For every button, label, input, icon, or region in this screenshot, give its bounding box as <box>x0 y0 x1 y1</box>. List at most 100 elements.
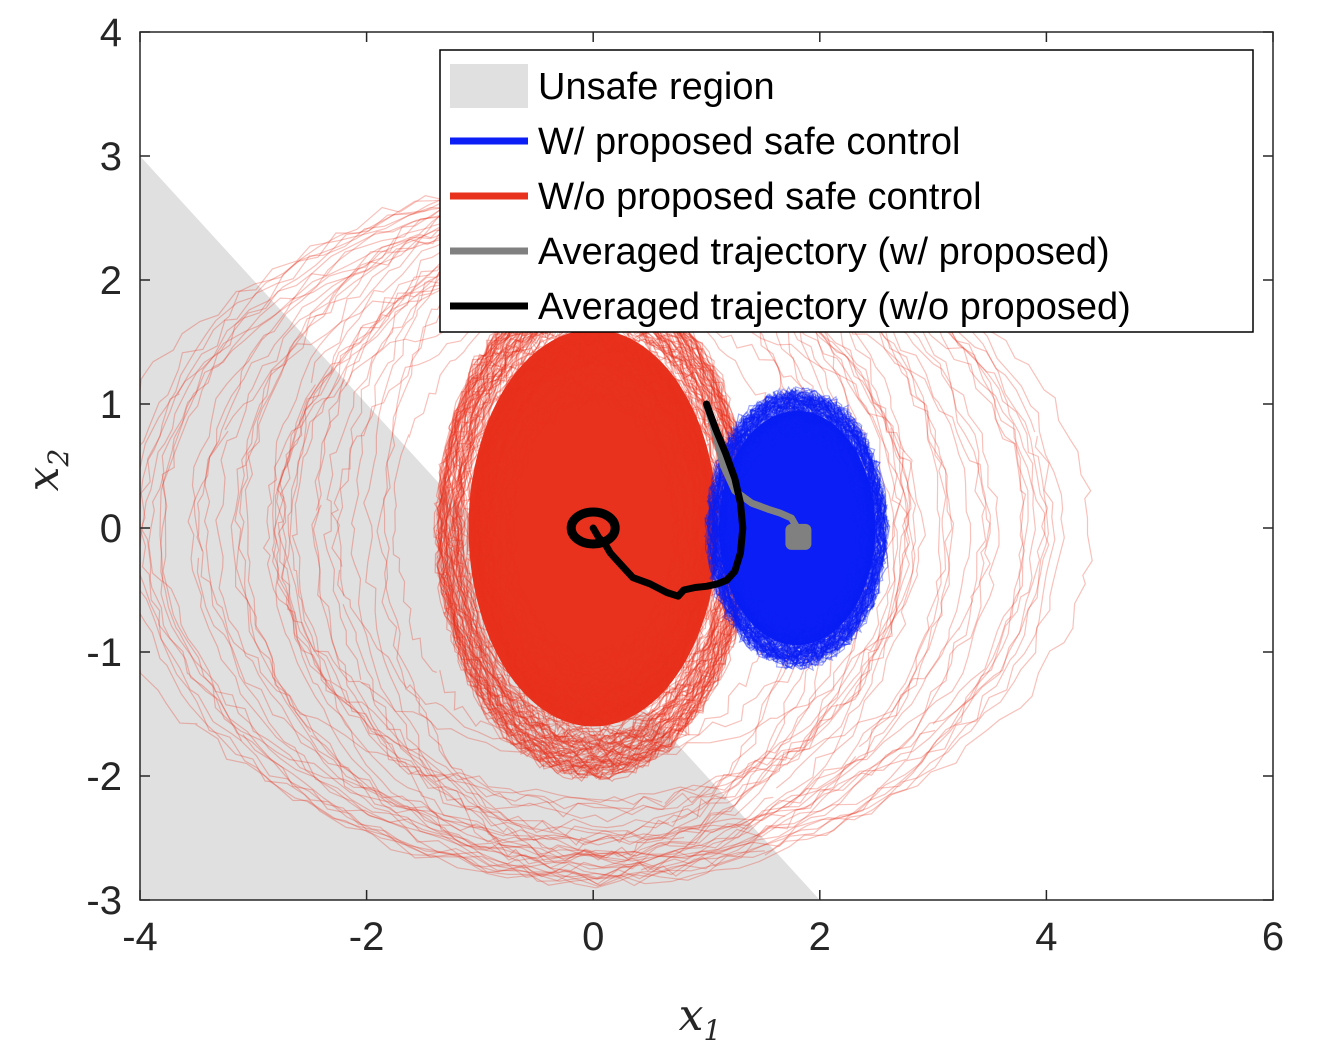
series-1-trajectory <box>711 397 882 661</box>
plot-frame <box>139 31 1274 901</box>
series-2-trajectory <box>456 310 727 745</box>
series-1-trajectory <box>712 398 882 659</box>
series-1-trajectory <box>705 389 889 670</box>
x-tick-label: -2 <box>349 915 385 959</box>
series-1-trajectory <box>716 404 882 657</box>
series-2-trajectory <box>503 381 688 674</box>
series-2-trajectory <box>160 195 1026 862</box>
series-1-trajectory <box>715 398 881 658</box>
series-2-trajectory <box>476 342 711 714</box>
series-2-trajectory <box>433 275 751 780</box>
series-2-trajectory <box>471 333 716 723</box>
series-2-trajectory <box>483 354 703 696</box>
series-2-trajectory <box>460 317 726 739</box>
series-1-trajectory <box>714 403 880 655</box>
series-2-trajectory <box>273 237 910 818</box>
series-1-trajectory <box>717 408 877 651</box>
series-2-trajectory <box>436 279 752 780</box>
series-2-trajectory <box>481 348 706 706</box>
series-1-trajectory <box>710 395 883 662</box>
series-1-trajectory <box>708 390 888 668</box>
x-tick-label: 4 <box>1035 915 1057 959</box>
series-4-endpoint <box>566 507 620 549</box>
series-1-trajectory <box>722 409 873 643</box>
series-2-trajectory <box>486 356 700 697</box>
series-2-trajectory <box>497 370 691 683</box>
series-1-trajectory <box>710 398 884 659</box>
series-2-trajectory <box>507 390 681 667</box>
series-1-trajectory <box>711 400 881 659</box>
series-2-trajectory <box>141 189 1046 862</box>
legend-label: W/ proposed safe control <box>538 121 960 163</box>
series-1-trajectory <box>707 389 887 665</box>
series-1-trajectory <box>714 399 882 655</box>
series-2-trajectory <box>457 313 731 747</box>
series-2-trajectory <box>475 334 713 718</box>
series-1-trajectory <box>706 385 888 670</box>
series-1-trajectory <box>713 396 884 660</box>
series-2-trajectory <box>468 328 717 726</box>
legend-box <box>439 49 1254 333</box>
series-2-trajectory <box>470 331 718 723</box>
series-1-trajectory <box>711 393 886 665</box>
series-1-trajectory <box>711 398 884 658</box>
series-1-trajectory <box>707 389 886 661</box>
series-1-trajectory <box>705 390 888 670</box>
series-2-trajectory <box>471 332 716 725</box>
series-2-trajectory <box>161 172 1027 887</box>
series-1-trajectory <box>715 404 878 653</box>
series-1-trajectory <box>732 427 862 626</box>
series-1-trajectory <box>719 409 873 644</box>
y-axis-label-base: x <box>18 466 69 491</box>
series-2-trajectory <box>323 220 863 837</box>
series-1-trajectory <box>711 397 883 660</box>
series-2-trajectory <box>286 191 902 863</box>
series-2-trajectory <box>507 388 681 666</box>
y-tick-label: 2 <box>100 259 122 303</box>
y-tick-label: -1 <box>86 631 122 675</box>
series-2-trajectory <box>477 346 708 710</box>
legend-swatch <box>450 64 528 108</box>
x-axis-label-base: x <box>679 990 704 1041</box>
series-2-trajectory <box>453 305 735 751</box>
series-2-trajectory <box>215 194 972 860</box>
series-1-trajectory <box>721 412 875 644</box>
series-1-trajectory <box>711 396 884 660</box>
series-1-trajectory <box>705 388 888 665</box>
series-2-trajectory <box>140 174 1065 881</box>
series-1-trajectory <box>716 404 879 651</box>
series-2-trajectory <box>474 339 713 718</box>
legend-label: Averaged trajectory (w/ proposed) <box>538 231 1110 273</box>
series-1-trajectory <box>711 394 883 662</box>
series-3-line <box>589 400 747 600</box>
y-axis-label: x2 <box>18 449 75 492</box>
series-2-trajectory <box>476 343 710 715</box>
series-1-trajectory <box>718 406 877 648</box>
series-1-trajectory <box>709 393 885 664</box>
series-2-trajectory <box>392 286 798 770</box>
series-2-trajectory <box>475 339 712 717</box>
y-tick-label: 1 <box>100 383 122 427</box>
series-1-trajectory <box>706 390 888 666</box>
x-tick-label: 0 <box>582 915 604 959</box>
series-1-trajectory <box>708 392 886 663</box>
series-1-trajectory <box>705 389 887 670</box>
series-2-trajectory <box>439 284 745 775</box>
series-1-trajectory <box>706 388 889 668</box>
y-tick-label: -2 <box>86 755 122 799</box>
series-2-trajectory <box>444 293 745 765</box>
series-2-trajectory <box>493 371 694 685</box>
series-1-trajectory <box>723 421 868 640</box>
series-1-trajectory <box>730 421 866 634</box>
series-2-trajectory <box>476 342 709 712</box>
series-2-trajectory <box>504 386 684 670</box>
series-2-trajectory <box>450 301 733 751</box>
series-2-trajectory <box>203 172 987 885</box>
series-2-trajectory <box>484 353 704 703</box>
series-1-trajectory <box>709 395 882 659</box>
series-1-trajectory <box>705 390 888 667</box>
series-2-trajectory <box>479 344 709 711</box>
series-1-trajectory <box>714 399 880 656</box>
series-1-trajectory <box>710 396 883 661</box>
